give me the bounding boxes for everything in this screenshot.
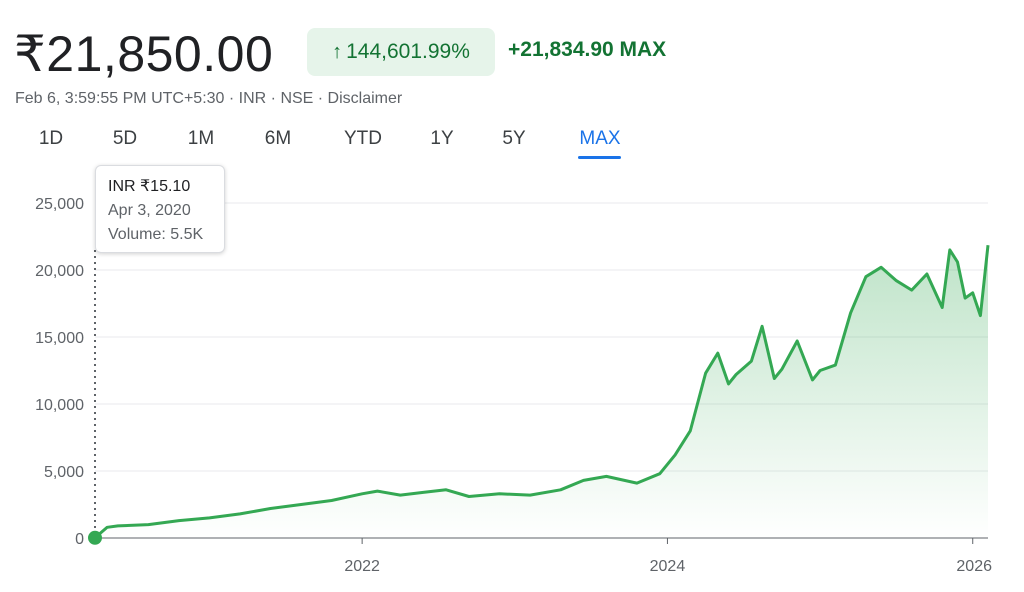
tab-max[interactable]: MAX bbox=[579, 128, 621, 149]
y-tick-label: 25,000 bbox=[35, 196, 84, 213]
absolute-change: +21,834.90 MAX bbox=[508, 38, 667, 61]
hover-tooltip: INR ₹15.10 Apr 3, 2020 Volume: 5.5K bbox=[95, 165, 225, 253]
active-tab-indicator bbox=[578, 156, 621, 159]
y-axis-labels: 0 5,000 10,000 15,000 20,000 25,000 bbox=[35, 196, 84, 548]
quote-meta-line: Feb 6, 3:59:55 PM UTC+5:30 · INR · NSE ·… bbox=[15, 90, 403, 107]
x-tick-label: 2024 bbox=[650, 558, 686, 575]
percent-change-badge: ↑ 144,601.99% bbox=[307, 28, 495, 76]
tab-1m[interactable]: 1M bbox=[187, 128, 215, 149]
tooltip-volume: Volume: 5.5K bbox=[108, 226, 204, 243]
x-axis-labels: 2022 2024 2026 bbox=[344, 538, 992, 575]
y-tick-label: 15,000 bbox=[35, 330, 84, 347]
price-line bbox=[94, 245, 990, 539]
percent-change-value: 144,601.99% bbox=[346, 40, 470, 63]
tab-5d[interactable]: 5D bbox=[112, 128, 138, 149]
tab-ytd[interactable]: YTD bbox=[344, 128, 382, 149]
up-arrow-icon: ↑ bbox=[332, 40, 343, 63]
y-tick-label: 5,000 bbox=[44, 464, 84, 481]
current-price: ₹21,850.00 bbox=[14, 26, 274, 82]
tab-1y[interactable]: 1Y bbox=[430, 128, 454, 149]
x-tick-label: 2026 bbox=[956, 558, 992, 575]
tooltip-date: Apr 3, 2020 bbox=[108, 202, 191, 219]
y-tick-label: 20,000 bbox=[35, 263, 84, 280]
tooltip-price: INR ₹15.10 bbox=[108, 178, 191, 195]
tab-1d[interactable]: 1D bbox=[38, 128, 64, 149]
x-tick-label: 2022 bbox=[344, 558, 380, 575]
hover-point bbox=[88, 530, 102, 545]
y-tick-label: 10,000 bbox=[35, 397, 84, 414]
price-area-fill bbox=[95, 245, 988, 538]
y-tick-label: 0 bbox=[75, 531, 84, 548]
tab-6m[interactable]: 6M bbox=[264, 128, 292, 149]
tab-5y[interactable]: 5Y bbox=[502, 128, 526, 149]
range-tabs: 1D 5D 1M 6M YTD 1Y 5Y MAX bbox=[0, 128, 660, 160]
